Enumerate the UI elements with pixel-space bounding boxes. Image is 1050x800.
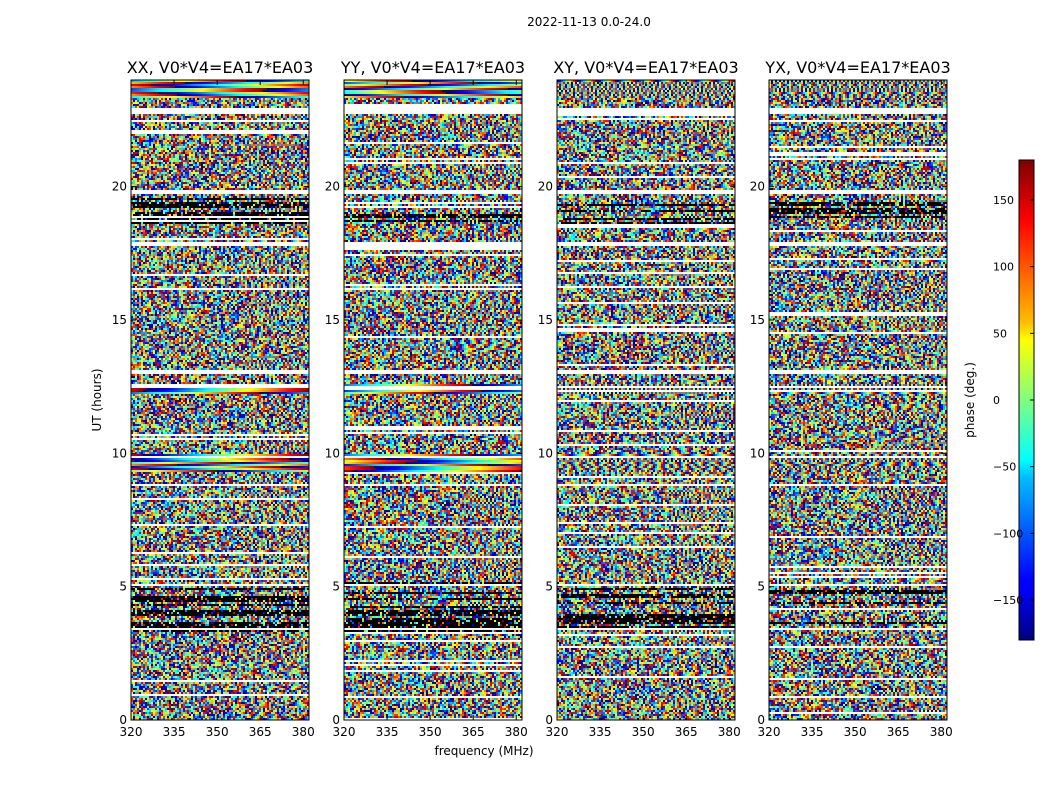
phase-heatmap-1 [344, 80, 522, 720]
colorbar-ticks: 150 100 50 0 −50 −100 −150 [993, 194, 1034, 607]
panel-3: YX, V0*V4=EA17*EA03 320 335 350 365 380 0 5 10 15… [750, 58, 953, 739]
panels: XX, V0*V4=EA17*EA03 320 335 350 365 380 0 5 10 15… [112, 58, 953, 739]
colorbar-tick-label: −150 [993, 594, 1023, 607]
colorbar-tick-label: 0 [993, 394, 1000, 407]
y-tick-label: 10 [750, 446, 765, 460]
panel-frame [343, 79, 523, 721]
x-tick-label: 380 [718, 725, 741, 739]
y-tick-label: 15 [538, 313, 553, 327]
x-tick-label: 320 [120, 725, 143, 739]
x-tick-label: 350 [632, 725, 655, 739]
y-tick-label: 15 [750, 313, 765, 327]
y-tick-label: 5 [545, 580, 553, 594]
colorbar-tick-label: −50 [993, 461, 1016, 474]
panel-title: YY, V0*V4=EA17*EA03 [340, 58, 525, 77]
x-tick-label: 380 [505, 725, 528, 739]
panel-title: YX, V0*V4=EA17*EA03 [764, 58, 950, 77]
y-tick-label: 15 [112, 313, 127, 327]
x-tick-label: 350 [844, 725, 867, 739]
y-tick-label: 0 [119, 713, 127, 727]
x-axis-label: frequency (MHz) [434, 744, 533, 758]
x-tick-label: 365 [462, 725, 485, 739]
y-tick-label: 15 [325, 313, 340, 327]
x-tick-label: 350 [419, 725, 442, 739]
panel-title: XX, V0*V4=EA17*EA03 [127, 58, 314, 77]
panel-frame [768, 79, 948, 721]
colorbar-tick-label: −100 [993, 527, 1023, 540]
colorbar-tick-label: 150 [993, 194, 1014, 207]
colorbar-label: phase (deg.) [963, 362, 977, 438]
panel-1: YY, V0*V4=EA17*EA03 320 335 350 365 380 0 5 10 15… [325, 58, 528, 739]
y-tick-label: 20 [112, 180, 127, 194]
x-tick-label: 335 [163, 725, 186, 739]
panel-frame [130, 79, 310, 721]
x-tick-label: 335 [589, 725, 612, 739]
panel-2: XY, V0*V4=EA17*EA03 320 335 350 365 380 0 5 10 15… [538, 58, 741, 739]
y-axis-label: UT (hours) [90, 368, 104, 431]
y-tick-label: 20 [538, 180, 553, 194]
y-tick-label: 10 [112, 446, 127, 460]
x-tick-label: 320 [758, 725, 781, 739]
x-tick-label: 365 [675, 725, 698, 739]
colorbar-tick-label: 100 [993, 261, 1014, 274]
x-tick-label: 380 [292, 725, 315, 739]
y-tick-label: 10 [538, 446, 553, 460]
x-tick-label: 350 [206, 725, 229, 739]
x-tick-label: 365 [887, 725, 910, 739]
y-tick-label: 5 [757, 580, 765, 594]
y-tick-label: 0 [332, 713, 340, 727]
x-tick-label: 380 [930, 725, 953, 739]
y-tick-label: 5 [119, 580, 127, 594]
y-tick-label: 20 [750, 180, 765, 194]
phase-heatmap-0 [131, 80, 309, 720]
panel-0: XX, V0*V4=EA17*EA03 320 335 350 365 380 0 5 10 15… [112, 58, 315, 739]
colorbar-tick-label: 50 [993, 327, 1007, 340]
x-tick-label: 365 [249, 725, 272, 739]
colorbar: 150 100 50 0 −50 −100 −150 phase (deg.) [963, 159, 1035, 641]
panel-title: XY, V0*V4=EA17*EA03 [553, 58, 738, 77]
x-tick-label: 335 [801, 725, 824, 739]
panel-frame [556, 79, 736, 721]
phase-heatmap-2 [557, 80, 735, 720]
y-tick-label: 20 [325, 180, 340, 194]
phase-heatmap-3 [769, 80, 947, 720]
y-tick-label: 0 [757, 713, 765, 727]
figure-suptitle: 2022-11-13 0.0-24.0 [527, 15, 651, 29]
y-tick-label: 0 [545, 713, 553, 727]
y-tick-label: 10 [325, 446, 340, 460]
x-tick-label: 335 [376, 725, 399, 739]
y-tick-label: 5 [332, 580, 340, 594]
x-tick-label: 320 [546, 725, 569, 739]
x-tick-label: 320 [333, 725, 356, 739]
